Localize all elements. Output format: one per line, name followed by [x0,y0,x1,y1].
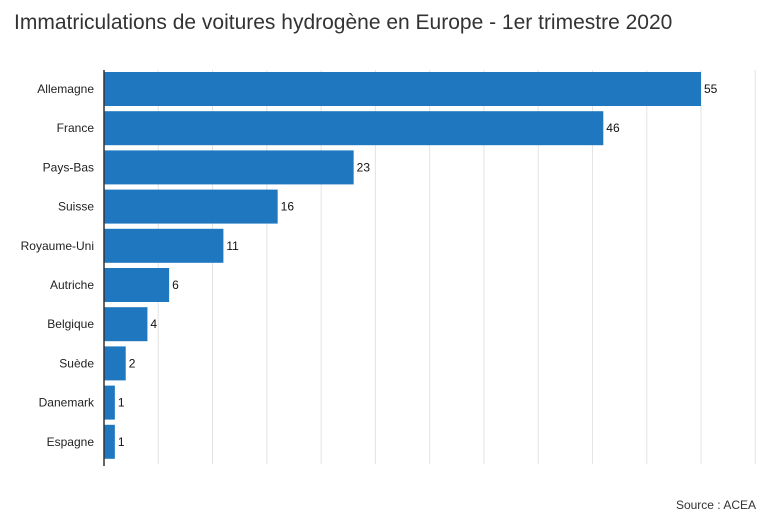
bars [104,72,701,459]
category-label: Allemagne [37,82,94,96]
category-label: France [57,121,95,135]
value-label: 55 [704,82,718,96]
category-label: Autriche [50,278,94,292]
bar [104,385,115,420]
value-label: 2 [129,356,136,370]
gridlines [157,70,756,464]
chart-title: Immatriculations de voitures hydrogène e… [14,11,673,34]
bar [104,228,224,263]
bar [104,111,604,146]
bar [104,307,148,342]
category-label: Royaume-Uni [21,239,94,253]
bar [104,268,170,302]
value-label: 11 [226,239,239,253]
value-label: 16 [281,200,295,214]
value-label: 1 [118,396,125,410]
category-label: Belgique [47,317,94,331]
bar [104,189,278,224]
value-label: 1 [118,435,125,449]
value-label: 23 [357,160,371,174]
category-label: Danemark [39,396,95,410]
bar [104,346,126,381]
category-label: Pays-Bas [43,160,94,174]
bar [104,150,354,185]
category-labels: Allemagne France Pays-Bas Suisse Royaume-Uni… [21,82,95,449]
source-note: Source : ACEA [675,498,756,512]
category-label: Suisse [58,200,94,214]
value-label: 6 [172,278,179,292]
value-label: 46 [606,121,620,135]
category-label: Suède [59,356,94,370]
value-label: 4 [150,317,157,331]
bar [104,72,701,106]
bar [104,424,115,459]
category-label: Espagne [47,435,95,449]
